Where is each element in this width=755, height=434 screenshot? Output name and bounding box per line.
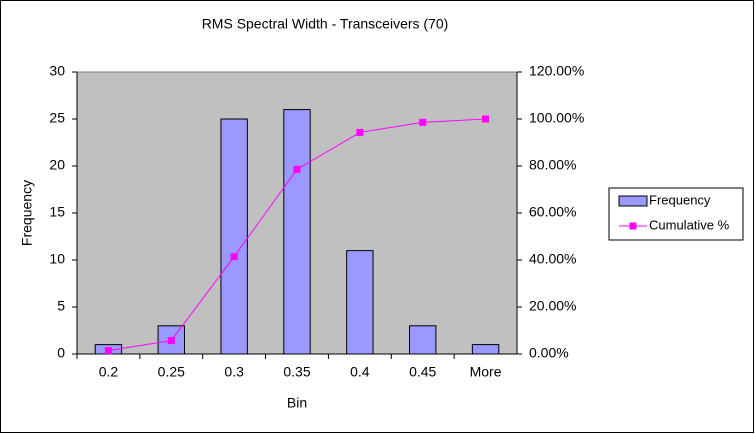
x-tick-label: 0.3 [224, 364, 244, 380]
y-tick-label: 25 [49, 110, 65, 126]
y2-tick-label: 20.00% [529, 298, 576, 314]
legend-label: Frequency [649, 192, 711, 207]
x-tick-label: 0.25 [158, 364, 185, 380]
bar [471, 344, 500, 355]
bar [346, 250, 374, 355]
y2-tick-label: 100.00% [529, 110, 584, 126]
y-axis-label: Frequency [19, 180, 35, 246]
x-tick-label: 0.35 [283, 364, 310, 380]
y2-tick-label: 120.00% [529, 63, 584, 79]
line-marker [419, 118, 427, 126]
y-tick-label: 0 [57, 345, 65, 361]
y2-tick-label: 80.00% [529, 157, 576, 173]
x-tick-label: 0.45 [409, 364, 436, 380]
line-marker [167, 337, 175, 345]
y-tick-label: 30 [49, 63, 65, 79]
y2-tick-label: 40.00% [529, 251, 576, 267]
line-marker [356, 128, 364, 136]
line-marker [293, 165, 301, 173]
y-tick-label: 5 [57, 298, 65, 314]
legend-swatch-marker [629, 222, 637, 230]
x-tick-label: 0.4 [350, 364, 370, 380]
line-marker [230, 253, 238, 261]
y-tick-label: 20 [49, 157, 65, 173]
x-tick-label: 0.2 [99, 364, 119, 380]
chart-title: RMS Spectral Width - Transceivers (70) [202, 16, 449, 32]
legend-label: Cumulative % [649, 217, 730, 232]
legend-swatch [618, 195, 648, 207]
bar [283, 109, 311, 355]
x-tick-label: More [470, 364, 502, 380]
line-marker [482, 115, 490, 123]
x-axis-label: Bin [287, 395, 307, 411]
line-marker [104, 347, 112, 355]
y2-tick-label: 60.00% [529, 204, 576, 220]
y-tick-label: 10 [49, 251, 65, 267]
y-tick-label: 15 [49, 204, 65, 220]
bar [409, 325, 437, 355]
bar [220, 118, 248, 355]
y2-tick-label: 0.00% [529, 345, 569, 361]
